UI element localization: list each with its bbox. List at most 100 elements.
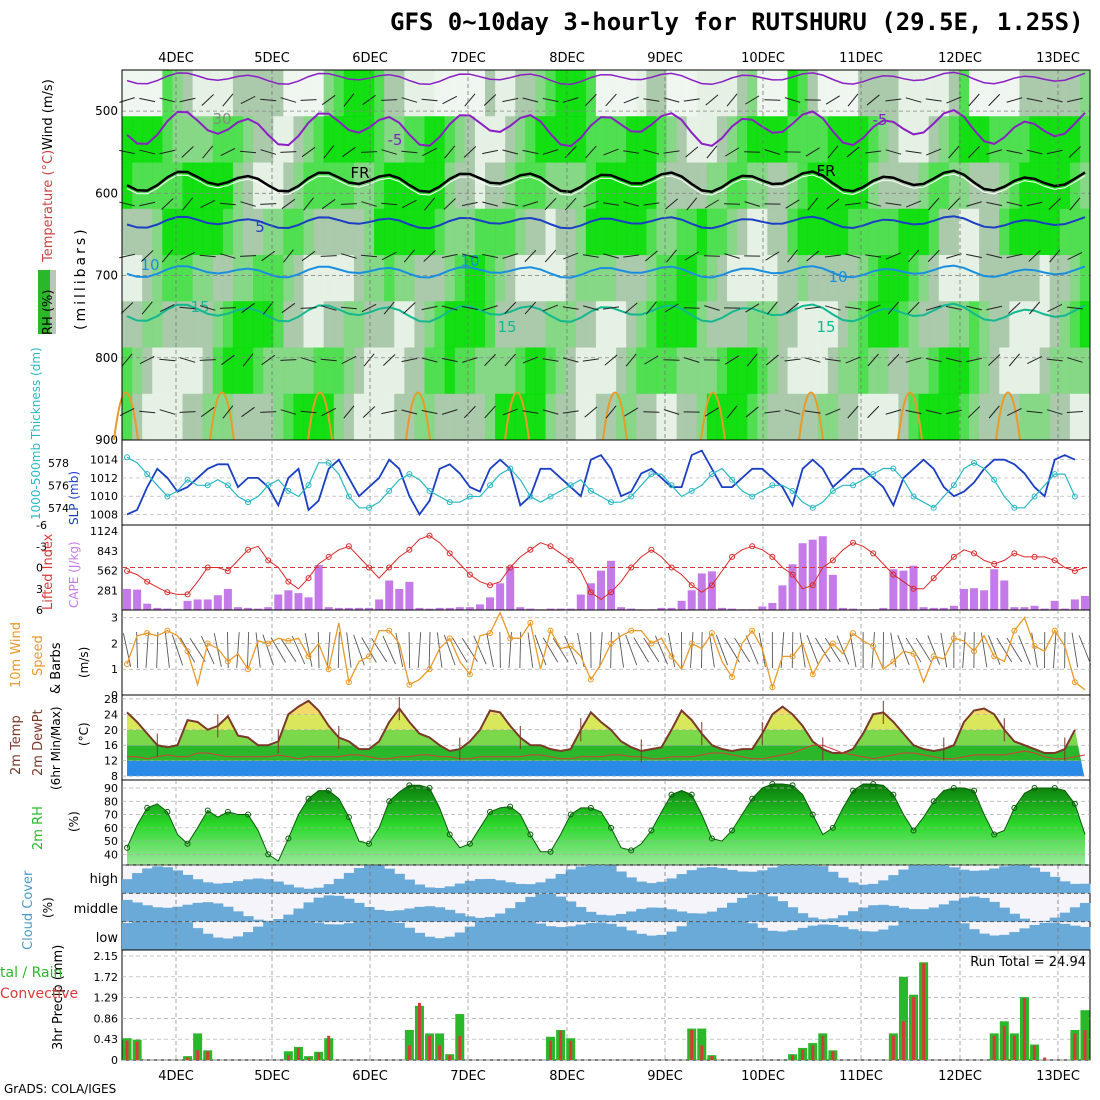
- wind10-barb: [791, 632, 794, 668]
- li-line-point: [688, 582, 695, 589]
- cloud-cell: [505, 921, 516, 950]
- rh-cell: [343, 255, 355, 302]
- cloud-cell: [505, 908, 516, 922]
- li-line-point: [547, 543, 554, 550]
- rh-cell: [333, 347, 345, 395]
- temp-contour-10: [126, 264, 1086, 279]
- thickness-line-point: [527, 493, 534, 500]
- rh-cell: [908, 70, 920, 117]
- rh-cell: [888, 301, 899, 348]
- rh-cell: [495, 347, 506, 395]
- rh-cell: [898, 301, 909, 348]
- rh-cell: [807, 301, 819, 348]
- wind10-line-point: [729, 673, 736, 680]
- wind10-barb: [724, 637, 740, 663]
- rh-cell: [727, 393, 738, 441]
- rh-cell: [737, 162, 748, 210]
- rh-cell: [626, 162, 637, 210]
- rh-cell: [706, 393, 718, 441]
- rh-cell: [303, 255, 315, 302]
- precip-conv-bar: [296, 1047, 300, 1060]
- cloud-cell: [444, 936, 456, 950]
- rh-cell: [535, 208, 546, 256]
- cloud-cell: [706, 921, 718, 950]
- cloud-cell: [404, 908, 415, 922]
- cloud-cell: [253, 878, 264, 894]
- rh2-line-point: [668, 791, 675, 798]
- wind-barb: [603, 253, 619, 259]
- cloud-cell: [384, 910, 395, 922]
- wind10-barb: [317, 632, 320, 668]
- cloud-cell: [535, 893, 546, 922]
- precip-conv-bar: [569, 1040, 573, 1060]
- rh-cell: [464, 301, 476, 348]
- rh-cell: [253, 162, 264, 210]
- rh-cell: [364, 255, 375, 302]
- cloud-cell: [908, 865, 920, 894]
- rh-cell: [827, 301, 839, 348]
- wind-barb: [504, 353, 516, 367]
- freezing-level-halo: [126, 173, 1086, 196]
- cloud-cell: [676, 874, 688, 894]
- wind10-line-point: [1031, 643, 1038, 650]
- rh-cell: [243, 116, 254, 163]
- rh-cell: [686, 162, 698, 210]
- rh-cell: [232, 255, 244, 302]
- thickness-line-point: [366, 504, 373, 511]
- wind-barb: [604, 354, 618, 366]
- rh-cell: [908, 255, 920, 302]
- rh-cell: [585, 208, 597, 256]
- cape-bar: [475, 604, 484, 610]
- precip-conv-bar: [407, 1045, 411, 1060]
- rh-cell: [243, 347, 254, 395]
- rh-cell: [232, 116, 244, 163]
- wind10-barb: [890, 632, 897, 668]
- date-label-top: 11DEC: [839, 51, 883, 66]
- cape-bar: [143, 603, 152, 610]
- rh-cell: [817, 162, 829, 210]
- rh-cell: [535, 347, 546, 395]
- cloud-cell: [797, 913, 809, 922]
- rh-cell: [555, 347, 567, 395]
- cloud-cell: [353, 867, 365, 894]
- cape-bar: [254, 608, 263, 610]
- rh-cell: [454, 162, 466, 210]
- cloud-cell: [1059, 912, 1071, 922]
- rh-cell: [666, 347, 678, 395]
- rh-cell: [525, 393, 536, 441]
- rh-cell: [817, 301, 829, 348]
- wind10-barb: [1006, 637, 1023, 663]
- cape-bar: [778, 585, 787, 610]
- cape-bar: [687, 590, 696, 610]
- li-line-point: [648, 546, 655, 553]
- cape-bar: [405, 581, 414, 610]
- rh-cell: [283, 347, 294, 395]
- wind10-line-point: [224, 658, 231, 665]
- cloud-cell: [333, 924, 345, 950]
- rh-cell: [293, 208, 304, 256]
- rh-cell: [495, 208, 506, 256]
- rh-cell: [495, 393, 506, 441]
- precip-conv-bar: [135, 1041, 139, 1060]
- rh-cell: [918, 301, 930, 348]
- cloud-cell: [817, 866, 829, 894]
- cloud-cell: [414, 884, 425, 894]
- rh-cell: [716, 208, 728, 256]
- cape-bar: [1080, 595, 1089, 610]
- precip-conv-bar: [327, 1035, 331, 1060]
- cape-bar: [425, 608, 434, 610]
- contour-label: FR: [816, 162, 835, 180]
- wind-barb: [885, 98, 902, 102]
- rh-cell: [474, 116, 486, 163]
- wind10-line-point: [850, 630, 857, 637]
- cloud-cell: [434, 907, 446, 922]
- cloud-cell: [807, 925, 819, 950]
- rh-cell: [1079, 393, 1091, 441]
- rh-cell: [283, 162, 294, 210]
- cape-bar: [596, 570, 605, 610]
- rh-cell: [888, 393, 899, 441]
- cloud-cell: [979, 870, 990, 894]
- rh-cell: [333, 70, 345, 117]
- rh-cell: [132, 70, 143, 117]
- li-line-point: [991, 560, 998, 567]
